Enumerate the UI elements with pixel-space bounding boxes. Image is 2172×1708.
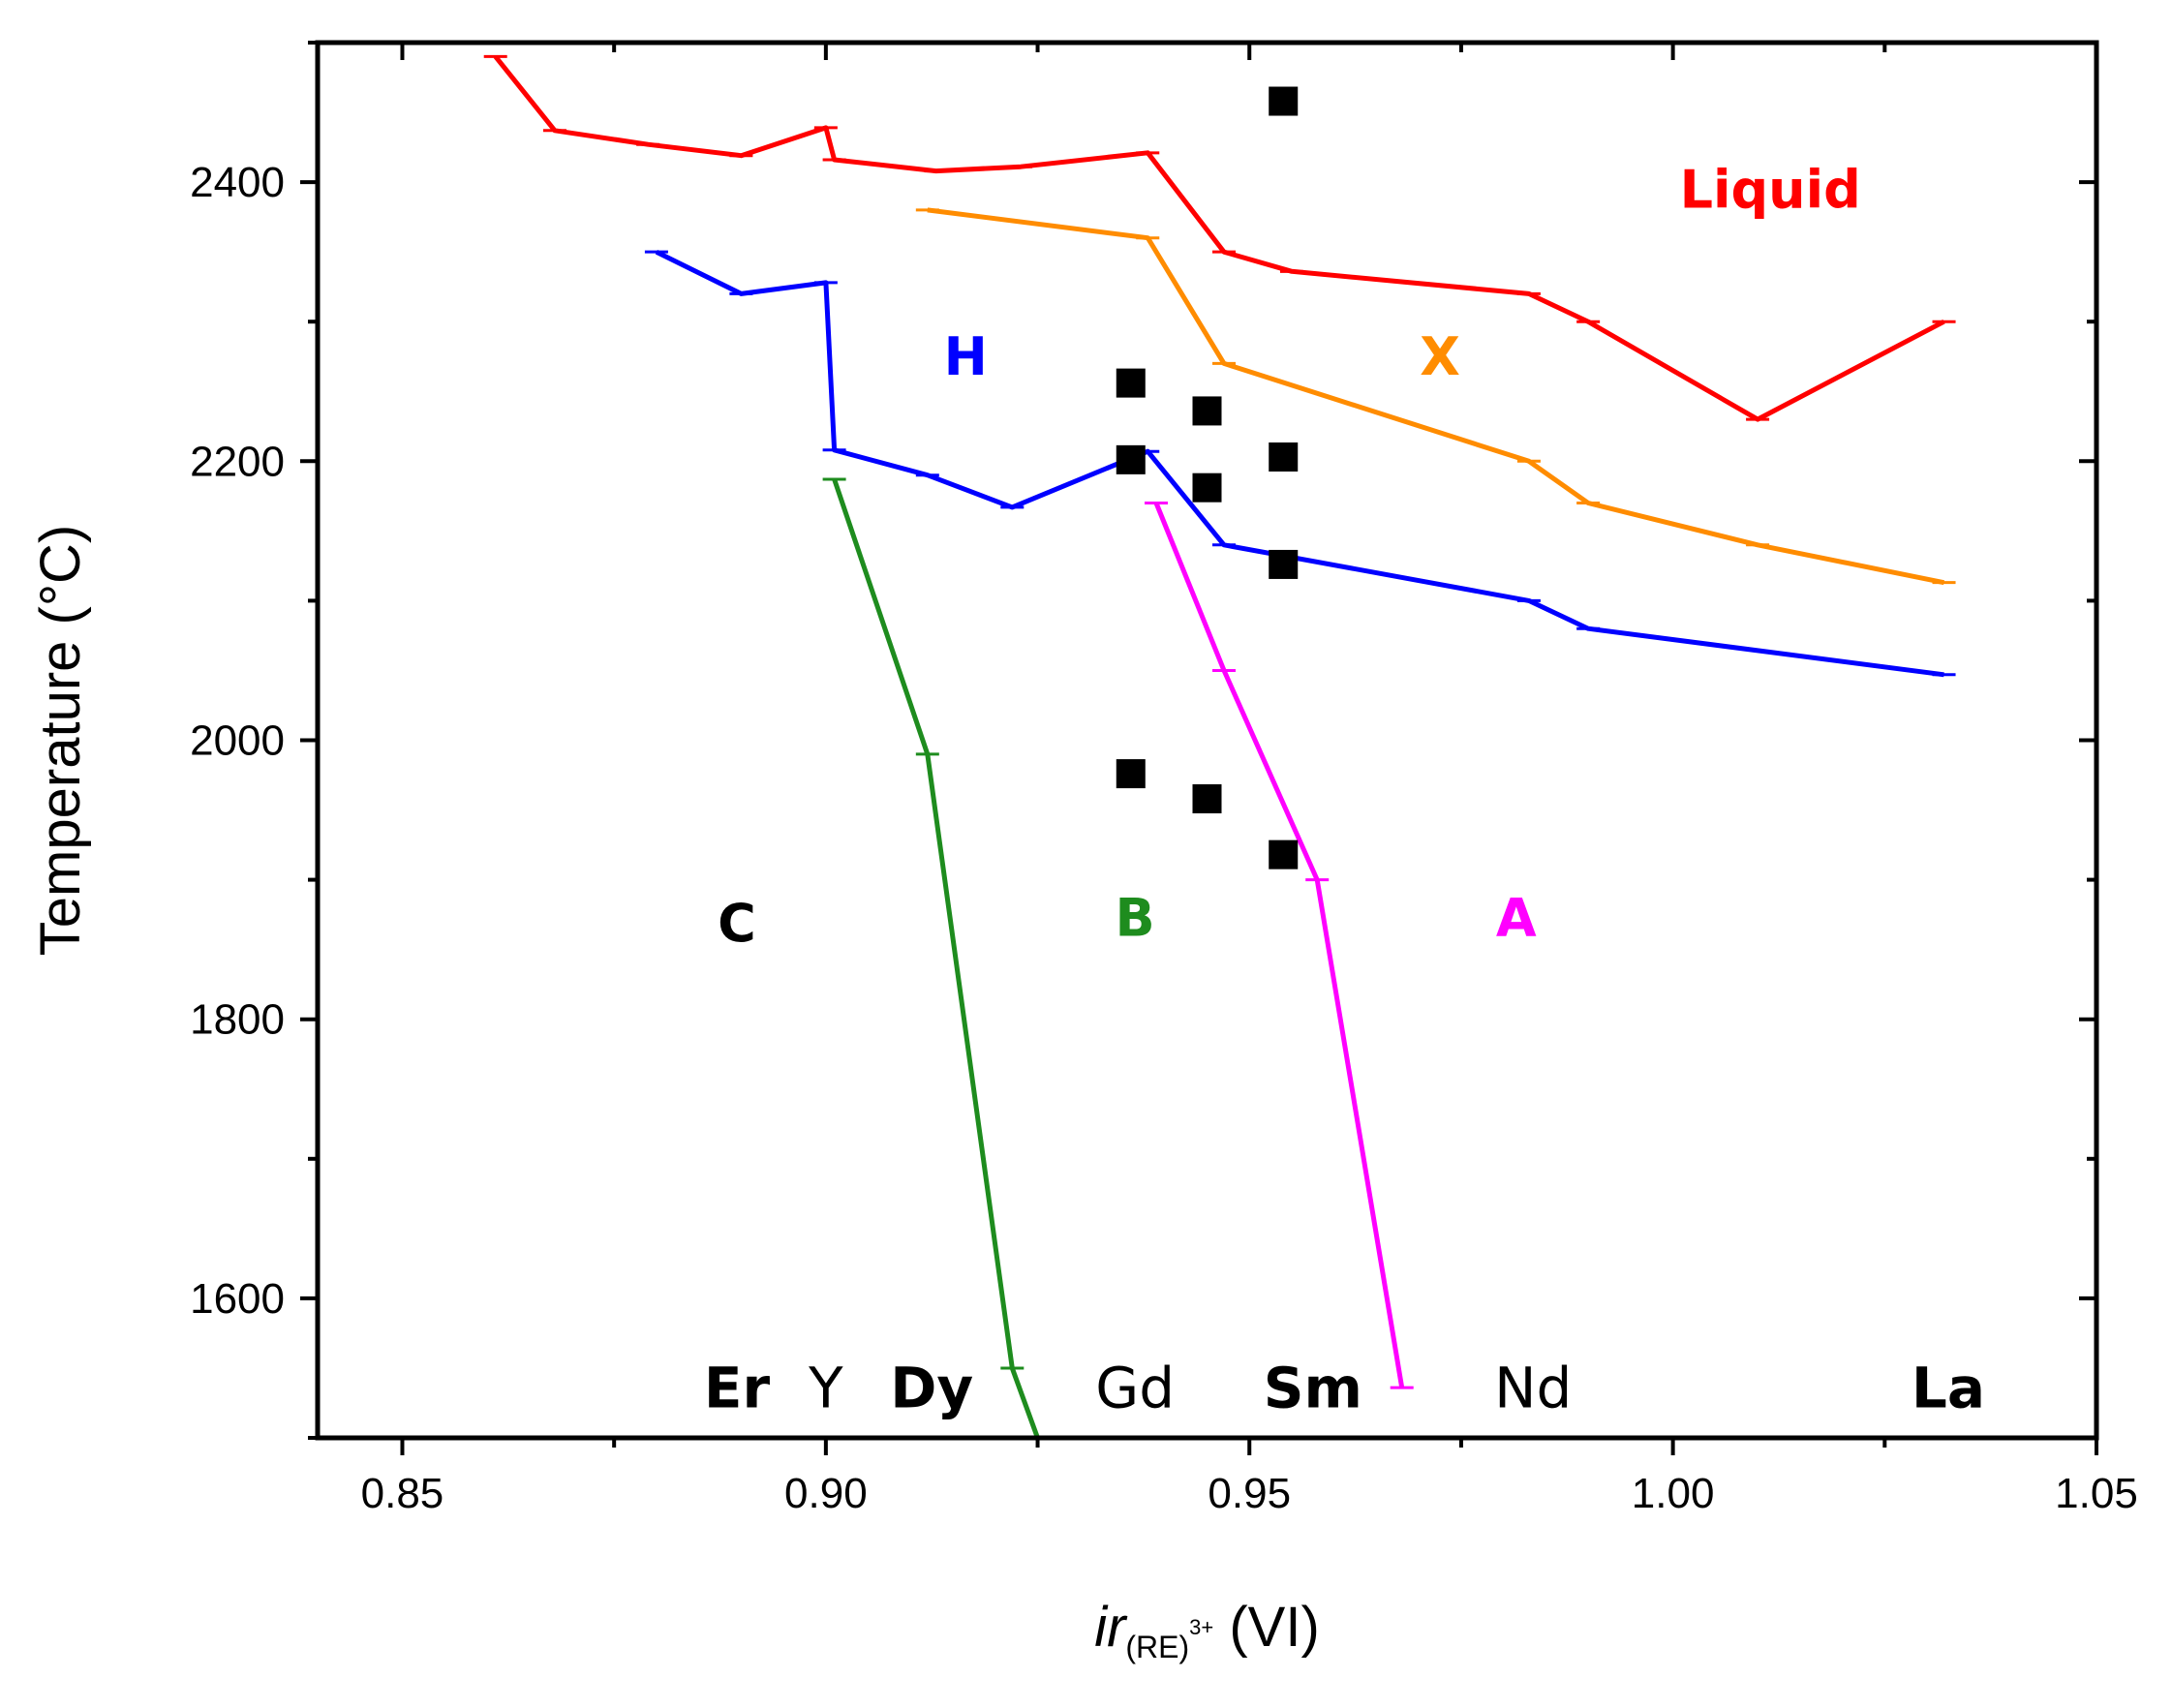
y-tick-label: 1800 [190,996,285,1044]
x-tick-label: 1.00 [1632,1470,1715,1517]
series-line-4 [1153,502,1405,1388]
series-line-3 [832,478,1040,1439]
data-point [1269,549,1299,579]
x-tick-label: 0.85 [361,1470,444,1517]
data-point [1269,442,1299,472]
element-label-er: Er [704,1356,771,1421]
data-point [1116,368,1146,398]
data-point [1269,86,1299,116]
x-axis-title-suffix: (VI) [1213,1596,1320,1659]
region-labels: Liquid X H C B A [718,159,1861,954]
data-point [1269,839,1299,869]
data-point [1192,784,1222,814]
series-line-1 [927,207,1944,586]
x-axis-title-superscript: 3+ [1189,1615,1213,1639]
region-label-x: X [1420,326,1460,387]
series-line-2 [655,249,1944,678]
element-label-gd: Gd [1095,1356,1175,1421]
element-label-sm: Sm [1264,1356,1362,1421]
region-label-b: B [1116,887,1155,948]
element-label-y: Y [808,1356,843,1421]
data-points [1116,86,1299,869]
data-point [1116,444,1146,474]
y-tick-label: 1600 [190,1275,285,1323]
data-point [1116,759,1146,789]
region-label-a: A [1496,887,1537,948]
axis-ticks: 0.85 0.90 0.95 1.00 1.05 1600 1800 2000 2200 2400 [190,41,2138,1517]
x-tick-label: 1.05 [2055,1470,2138,1517]
plot-frame [315,40,2099,1441]
x-tick-label: 0.90 [784,1470,868,1517]
region-label-h: H [944,326,988,387]
region-label-c: C [718,893,756,954]
element-label-dy: Dy [890,1356,973,1421]
element-label-la: La [1912,1356,1985,1421]
element-labels: Er Y Dy Gd Sm Nd La [704,1356,1985,1421]
y-tick-label: 2000 [190,717,285,765]
x-axis-title: ir(RE)3+ (VI) [1094,1596,1320,1664]
data-point [1192,396,1222,426]
region-label-liquid: Liquid [1680,159,1861,220]
x-tick-label: 0.95 [1208,1470,1291,1517]
data-point [1192,473,1222,503]
series-layer [483,54,1956,1440]
x-axis-title-italic: ir [1094,1596,1128,1659]
y-tick-label: 2400 [190,159,285,206]
element-label-nd: Nd [1494,1356,1572,1421]
x-axis-title-subscript: (RE) [1125,1630,1189,1664]
y-axis-title: Temperature (°C) [29,525,92,956]
y-tick-label: 2200 [190,438,285,485]
